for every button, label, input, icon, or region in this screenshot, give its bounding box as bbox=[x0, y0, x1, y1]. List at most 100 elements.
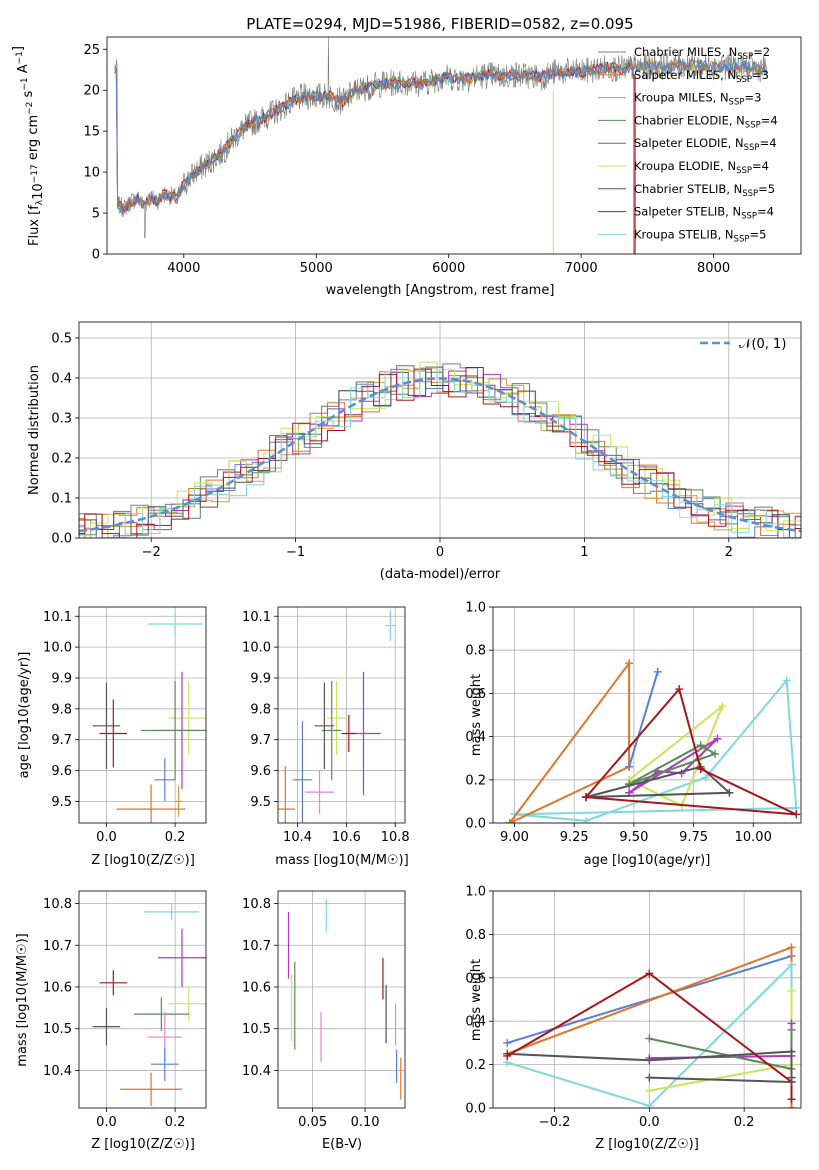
series-marker bbox=[625, 659, 634, 668]
legend-entry: Chabrier MILES, NSSP=2 bbox=[634, 45, 770, 62]
y-tick-label: 0.6 bbox=[465, 687, 486, 702]
x-tick-label: −2 bbox=[142, 545, 161, 560]
y-tick-label: 10.1 bbox=[242, 610, 271, 625]
axes-frame bbox=[492, 606, 802, 824]
legend-label: Kroupa STELIB, N bbox=[634, 227, 734, 241]
x-tick-label: 9.75 bbox=[679, 830, 708, 845]
y-tick-label: 10.1 bbox=[43, 610, 72, 625]
plot-area bbox=[505, 659, 801, 823]
series-marker bbox=[505, 819, 514, 823]
legend-entry: Kroupa MILES, NSSP=3 bbox=[634, 91, 761, 108]
label-part: Flux [f bbox=[27, 205, 42, 246]
series-marker bbox=[787, 1047, 796, 1056]
legend-val: =4 bbox=[760, 136, 777, 150]
axes-frame bbox=[277, 890, 406, 1109]
series-line-chabrier_stelib bbox=[649, 1076, 792, 1083]
legend-entry: Salpeter STELIB, NSSP=4 bbox=[634, 205, 774, 222]
y-tick-label: 20 bbox=[83, 84, 100, 99]
legend-sub: SSP bbox=[741, 212, 757, 222]
model-line-kroupa_stelib bbox=[114, 57, 768, 214]
y-tick-label: 0.1 bbox=[51, 492, 72, 507]
x-tick-label: 0.0 bbox=[96, 830, 117, 845]
label-part: −1 bbox=[15, 51, 25, 64]
axes-frame bbox=[492, 890, 802, 1109]
series-marker bbox=[782, 676, 791, 685]
y-tick-label: 0.8 bbox=[465, 928, 486, 943]
x-tick-label: 0.2 bbox=[165, 830, 186, 845]
series-marker bbox=[645, 1101, 654, 1108]
y-axis-label: Flux [fλ10−17 erg cm−2 s−1 A−1] bbox=[11, 46, 46, 246]
series-line-chabrier_miles bbox=[628, 671, 659, 768]
y-tick-label: 9.7 bbox=[51, 733, 72, 748]
x-tick-label: 0.2 bbox=[734, 1115, 755, 1130]
series-marker bbox=[653, 667, 662, 676]
legend-label: Chabrier STELIB, N bbox=[634, 182, 742, 196]
chart-title: PLATE=0294, MJD=51986, FIBERID=0582, z=0… bbox=[246, 15, 633, 33]
y-tick-label: 0.0 bbox=[465, 1102, 486, 1117]
y-tick-label: 0.8 bbox=[465, 644, 486, 659]
legend-label: Kroupa ELODIE, N bbox=[634, 159, 736, 173]
y-tick-label: 9.5 bbox=[51, 795, 72, 810]
y-tick-label: 5 bbox=[92, 207, 100, 222]
series-marker bbox=[792, 810, 801, 819]
legend-val: =3 bbox=[752, 68, 769, 82]
series-marker bbox=[787, 1025, 796, 1034]
x-tick-label: 4000 bbox=[167, 261, 200, 276]
y-tick-label: 0 bbox=[92, 248, 100, 263]
legend-sub: SSP bbox=[744, 143, 760, 153]
y-tick-label: 0.6 bbox=[465, 971, 486, 986]
label-part: −1 bbox=[20, 77, 30, 90]
y-tick-label: 0.2 bbox=[465, 1058, 486, 1073]
model-line-chabrier_miles bbox=[114, 58, 768, 215]
axes-age_vs_Z: 0.0 0.2 9.5 9.6 9.7 9.8 9.9 10.0 10.1 bbox=[43, 606, 207, 845]
y-tick-label: 10.5 bbox=[242, 1022, 271, 1037]
gridlines bbox=[79, 891, 206, 1108]
y-tick-label: 9.9 bbox=[51, 671, 72, 686]
legend-label: Kroupa MILES, N bbox=[634, 91, 729, 105]
x-tick-label: 1 bbox=[580, 545, 588, 560]
x-tick-label: 2 bbox=[725, 545, 733, 560]
y-axis-label: mass weight bbox=[469, 959, 484, 1041]
x-tick-label: 6000 bbox=[432, 261, 465, 276]
y-tick-label: 9.6 bbox=[51, 764, 72, 779]
series-marker bbox=[503, 1051, 512, 1060]
x-tick-label: 10.8 bbox=[381, 830, 410, 845]
legend-entry: Chabrier STELIB, NSSP=5 bbox=[634, 182, 775, 199]
y-tick-label: 10.0 bbox=[242, 641, 271, 656]
x-tick-label: 0 bbox=[436, 545, 444, 560]
y-tick-label: 9.6 bbox=[250, 764, 271, 779]
legend-label: Chabrier ELODIE, N bbox=[634, 113, 745, 127]
x-tick-label: 10.00 bbox=[735, 830, 772, 845]
gridlines bbox=[493, 606, 801, 824]
y-axis-label: age [log10(age/yr)] bbox=[17, 652, 32, 779]
y-tick-label: 10.7 bbox=[43, 939, 72, 954]
x-tick-label: 8000 bbox=[697, 261, 730, 276]
legend-sub: SSP bbox=[737, 52, 753, 62]
axes-massweight_vs_age: 9.00 9.25 9.50 9.75 10.00 0.0 0.2 0.4 0.6 0.8 1.0 bbox=[465, 601, 802, 845]
x-tick-label: 0.0 bbox=[96, 1115, 117, 1130]
plot-area bbox=[92, 903, 206, 1106]
series-marker bbox=[645, 1086, 654, 1095]
legend-val: =4 bbox=[757, 205, 774, 219]
y-tick-label: 10.4 bbox=[43, 1064, 72, 1079]
axes-age_vs_mass: 10.4 10.6 10.8 9.5 9.6 9.7 9.8 9.9 10.0 10.1 bbox=[242, 606, 410, 845]
x-tick-label: 0.05 bbox=[298, 1115, 327, 1130]
x-tick-label: −0.2 bbox=[539, 1115, 571, 1130]
legend-sub: SSP bbox=[729, 98, 745, 108]
y-tick-label: 9.5 bbox=[250, 795, 271, 810]
histogram-kroupa_stelib bbox=[79, 367, 801, 538]
y-tick-label: 10.5 bbox=[43, 1022, 72, 1037]
legend-label: Salpeter ELODIE, N bbox=[634, 136, 744, 150]
y-tick-label: 15 bbox=[83, 125, 100, 140]
series-line-chabrier_stelib bbox=[507, 1050, 793, 1078]
series-marker bbox=[503, 1038, 512, 1047]
series-line-kroupa_elodie bbox=[628, 703, 725, 808]
series-line-salpeter_miles bbox=[508, 660, 631, 823]
x-tick-label: −1 bbox=[286, 545, 305, 560]
series-marker bbox=[713, 734, 722, 743]
axes-mass_vs_Z: 0.0 0.2 10.4 10.5 10.6 10.7 10.8 bbox=[43, 890, 207, 1130]
series-marker bbox=[725, 788, 734, 797]
legend-val: =5 bbox=[749, 227, 766, 241]
x-tick-label: 0.2 bbox=[165, 1115, 186, 1130]
series-marker bbox=[787, 960, 796, 969]
